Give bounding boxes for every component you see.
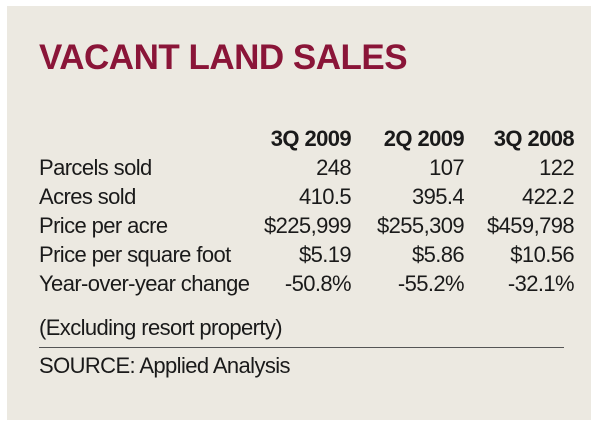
chart-title: VACANT LAND SALES — [39, 38, 408, 77]
table-cell: 422.2 — [521, 184, 575, 209]
table-cell: $5.86 — [411, 242, 465, 267]
column-header: 3Q 2008 — [493, 126, 575, 151]
table-cell: 395.4 — [411, 184, 465, 209]
row-label: Acres sold — [39, 184, 136, 209]
divider — [39, 347, 564, 348]
table-cell: -55.2% — [397, 271, 465, 296]
column-header: 3Q 2009 — [270, 126, 352, 151]
row-label: Parcels sold — [39, 155, 152, 180]
table-cell: 107 — [429, 155, 465, 180]
row-label-header — [35, 124, 251, 153]
table-cell: 248 — [316, 155, 352, 180]
table-cell: $10.56 — [510, 242, 574, 267]
table-cell: $255,309 — [377, 213, 465, 238]
table-cell: $5.19 — [298, 242, 352, 267]
row-label: Price per acre — [39, 213, 168, 238]
table-cell: $225,999 — [264, 213, 352, 238]
table-row: Price per acre $225,999 $255,309 $459,79… — [35, 211, 575, 240]
data-table: 3Q 2009 2Q 2009 3Q 2008 Parcels sold 248… — [35, 124, 575, 298]
table-row: Parcels sold 248 107 122 — [35, 153, 575, 182]
chart-panel: VACANT LAND SALES 3Q 2009 2Q 2009 3Q 200… — [7, 6, 591, 420]
column-header: 2Q 2009 — [383, 126, 465, 151]
table-row: Price per square foot $5.19 $5.86 $10.56 — [35, 240, 575, 269]
table-row: Acres sold 410.5 395.4 422.2 — [35, 182, 575, 211]
row-label: Price per square foot — [39, 242, 231, 267]
table-cell: 410.5 — [298, 184, 352, 209]
row-label: Year-over-year change — [39, 271, 250, 296]
source-credit: SOURCE: Applied Analysis — [39, 353, 291, 378]
table-cell: -32.1% — [507, 271, 575, 296]
table-cell: $459,798 — [487, 213, 575, 238]
footnote: (Excluding resort property) — [39, 315, 283, 340]
header-row: 3Q 2009 2Q 2009 3Q 2008 — [35, 124, 575, 153]
table-cell: -50.8% — [284, 271, 352, 296]
table-cell: 122 — [539, 155, 575, 180]
table-row: Year-over-year change -50.8% -55.2% -32.… — [35, 269, 575, 298]
